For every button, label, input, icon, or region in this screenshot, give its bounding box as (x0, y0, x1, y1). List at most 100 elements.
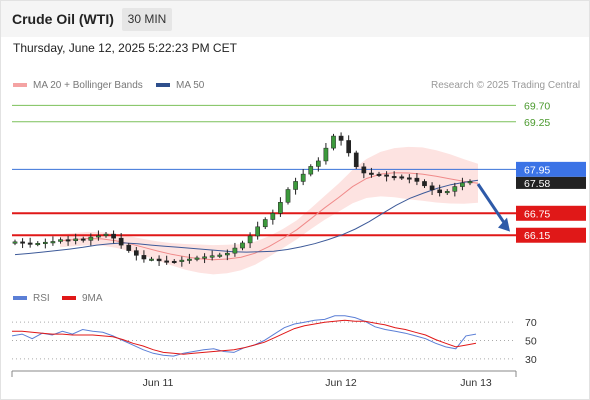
ma50-line (14, 179, 479, 256)
candle-body (187, 258, 192, 261)
candle-body (164, 260, 170, 263)
price-level-label: 69.25 (524, 117, 550, 129)
last-price-label: 67.58 (524, 178, 550, 190)
forecast-arrow-head (498, 217, 510, 232)
candle-body (240, 242, 245, 249)
last-price-badge (516, 176, 586, 189)
candle-body (171, 260, 177, 263)
candle-body (391, 176, 397, 179)
legend-9ma-label: 9MA (82, 293, 103, 304)
candle-body (224, 252, 230, 256)
price-level-label: 69.70 (524, 100, 550, 112)
price-level-badge (516, 205, 586, 221)
x-tick-label: Jun 11 (143, 377, 174, 389)
rsi-tick-label: 70 (525, 317, 537, 329)
candle-body (452, 186, 458, 192)
candle-body (331, 135, 336, 149)
price-level-label: 67.95 (524, 164, 550, 176)
candle-body (58, 239, 63, 242)
candle-body (444, 191, 450, 194)
legend-9ma-swatch (62, 296, 76, 301)
candle-body (179, 259, 185, 262)
candle-body (65, 239, 71, 242)
candle-body (384, 174, 389, 177)
candle-body (247, 235, 253, 244)
rsi-tick-label: 30 (525, 354, 537, 366)
x-tick-label: Jun 12 (325, 377, 357, 389)
candle-body (285, 189, 291, 203)
header-bar: Crude Oil (WTI) 30 MIN (1, 1, 589, 37)
rsi-tick-label: 50 (525, 336, 537, 348)
price-level-label: 66.75 (524, 208, 550, 220)
candle-body (133, 250, 139, 256)
candle-body (338, 135, 344, 141)
rsi-9ma-line (12, 319, 477, 355)
bollinger-band-area (60, 146, 478, 275)
candle-body (422, 181, 427, 187)
candle-body (217, 254, 223, 257)
price-level-label: 66.15 (524, 230, 550, 242)
forecast-arrow-shaft (476, 183, 508, 227)
candle-body (194, 257, 200, 260)
candle-body (270, 213, 276, 220)
legend-rsi-label: RSI (33, 293, 50, 304)
candle-body (346, 140, 352, 154)
candle-body (103, 233, 109, 236)
candle-body (118, 237, 124, 246)
candle-body (323, 147, 329, 162)
candle-body (12, 241, 18, 244)
candle-body (232, 247, 238, 254)
candle-body (96, 235, 101, 238)
timeframe-button[interactable]: 30 MIN (122, 8, 172, 31)
candle-body (156, 258, 162, 262)
candle-body (73, 238, 79, 241)
legend-rsi-swatch (13, 296, 27, 301)
candle-body (88, 236, 94, 241)
candle-body (460, 182, 465, 187)
legend-ma50-label: MA 50 (176, 80, 205, 91)
candle-body (376, 173, 382, 176)
legend-bollinger: MA 20 + Bollinger Bands (13, 80, 143, 91)
candle-body (293, 181, 298, 190)
timestamp: Thursday, June 12, 2025 5:22:23 PM CET (13, 41, 237, 55)
candle-body (414, 177, 420, 182)
legend-bollinger-label: MA 20 + Bollinger Bands (33, 80, 143, 91)
legend-rsi: RSI (13, 293, 50, 304)
legend-ma50: MA 50 (156, 80, 204, 91)
candle-body (141, 255, 147, 260)
candle-body (399, 176, 405, 179)
candle-body (315, 160, 321, 167)
price-level-badge (516, 161, 586, 177)
candle-body (300, 173, 306, 182)
candle-body (202, 256, 207, 259)
candle-body (429, 185, 435, 191)
candle-body (406, 177, 412, 180)
legend-bollinger-swatch (13, 83, 27, 88)
copyright-text: Research © 2025 Trading Central (431, 80, 581, 91)
candle-body (27, 242, 33, 245)
candle-body (467, 181, 473, 184)
candle-body (20, 241, 25, 244)
legend-ma50-swatch (156, 83, 170, 88)
candle-body (361, 166, 367, 174)
candle-body (437, 189, 443, 194)
candle-body (80, 238, 86, 241)
candle-body (149, 258, 154, 261)
legend-9ma: 9MA (62, 293, 103, 304)
candle-body (353, 152, 359, 168)
candle-body (255, 226, 261, 237)
candle-body (308, 166, 314, 175)
candle-body (35, 243, 41, 246)
candle-body (126, 244, 132, 251)
candle-body (111, 233, 116, 239)
instrument-title: Crude Oil (WTI) (12, 11, 114, 27)
candle-body (209, 255, 215, 258)
candle-body (42, 241, 48, 244)
x-tick-label: Jun 13 (460, 377, 492, 389)
candle-body (278, 202, 283, 214)
price-level-badge (516, 227, 586, 243)
candle-body (262, 219, 268, 228)
candle-body (369, 172, 374, 175)
candle-body (50, 241, 56, 244)
